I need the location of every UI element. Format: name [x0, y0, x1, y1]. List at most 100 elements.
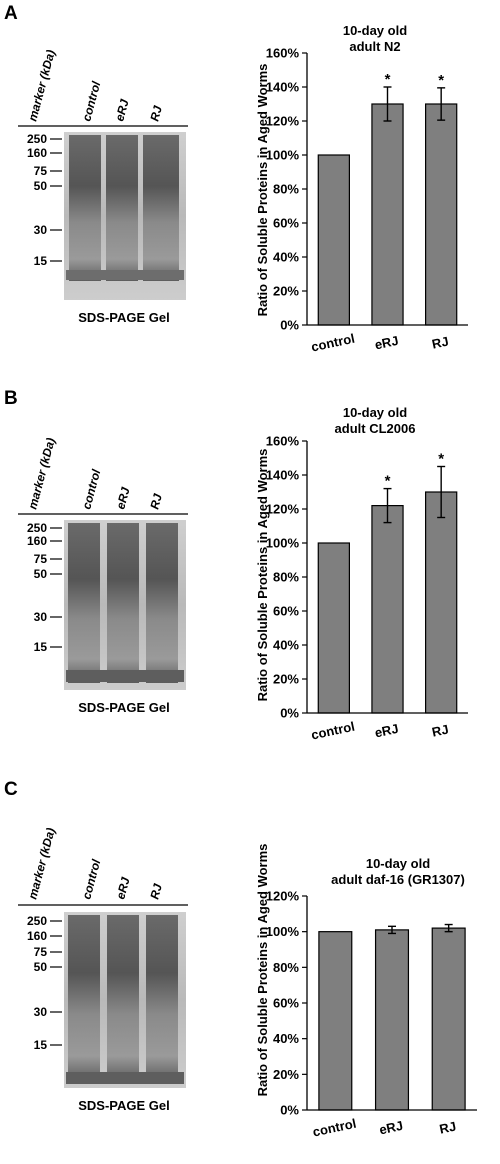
gel-caption: SDS-PAGE Gel	[78, 310, 170, 325]
chart-title-line-2: adult CL2006	[335, 421, 416, 436]
bar-eRJ	[374, 929, 410, 1111]
significance-marker: *	[438, 451, 444, 468]
gel-dye-front	[66, 270, 184, 280]
x-tick-label: RJ	[431, 334, 450, 352]
lane-header-rj: RJ	[147, 104, 165, 123]
significance-marker: *	[438, 72, 444, 89]
marker-50: 50	[34, 179, 48, 193]
x-tick-label: eRJ	[373, 333, 399, 353]
gel-caption: SDS-PAGE Gel	[78, 1098, 170, 1113]
marker-160: 160	[27, 929, 47, 943]
gel-caption: SDS-PAGE Gel	[78, 700, 170, 715]
y-tick-label: 120%	[266, 502, 300, 517]
bar-eRJ	[371, 505, 404, 714]
marker-15: 15	[34, 640, 48, 654]
y-tick-label: 160%	[266, 46, 300, 61]
panel-c: C marker (kDa) control eRJ RJ 250 160 75…	[4, 779, 477, 1140]
bar-RJ	[431, 927, 466, 1111]
chart-title-line-2: adult N2	[349, 39, 400, 54]
marker-75: 75	[34, 552, 48, 566]
marker-75: 75	[34, 164, 48, 178]
lane-header-marker: marker (kDa)	[25, 48, 58, 122]
gel-lane-erj	[106, 135, 138, 281]
panel-label: B	[4, 388, 18, 409]
y-tick-label: 40%	[273, 250, 299, 265]
y-tick-label: 0%	[280, 1103, 299, 1118]
panel-b: B marker (kDa) control eRJ RJ 250 160 75…	[4, 388, 468, 743]
panel-a: A marker (kDa) control eRJ RJ 250 160 75…	[4, 3, 468, 355]
marker-15: 15	[34, 254, 48, 268]
gel-b: marker (kDa) control eRJ RJ 250 160 75 5…	[18, 436, 188, 715]
marker-160: 160	[27, 146, 47, 160]
marker-30: 30	[34, 1005, 48, 1019]
panel-label: A	[4, 3, 18, 24]
y-tick-label: 60%	[273, 216, 299, 231]
chart-c: 10-day old adult daf-16 (GR1307) Ratio o…	[255, 844, 477, 1140]
marker-30: 30	[34, 223, 48, 237]
y-tick-label: 120%	[266, 114, 300, 129]
chart-title-line-1: 10-day old	[343, 23, 407, 38]
y-tick-label: 40%	[273, 638, 299, 653]
chart-title-line-1: 10-day old	[343, 405, 407, 420]
y-tick-label: 40%	[273, 1031, 299, 1046]
gel-lane-control	[69, 135, 101, 281]
gel-lane-rj	[146, 523, 178, 683]
y-tick-label: 160%	[266, 434, 300, 449]
lane-header-erj: eRJ	[113, 876, 132, 901]
marker-160: 160	[27, 534, 47, 548]
lane-header-marker: marker (kDa)	[25, 436, 58, 510]
marker-15: 15	[34, 1038, 48, 1052]
y-tick-label: 60%	[273, 604, 299, 619]
gel-lane-rj	[143, 135, 179, 281]
chart-title-line-2: adult daf-16 (GR1307)	[331, 872, 465, 887]
gel-lanes	[66, 135, 184, 281]
chart-b: 10-day old adult CL2006 Ratio of Soluble…	[255, 405, 468, 743]
significance-marker: *	[385, 71, 391, 88]
y-tick-label: 60%	[273, 996, 299, 1011]
x-tick-label: RJ	[431, 722, 450, 740]
marker-250: 250	[27, 521, 47, 535]
marker-75: 75	[34, 945, 48, 959]
x-tick-label: eRJ	[378, 1118, 404, 1138]
lane-header-control: control	[79, 79, 103, 123]
lane-header-control: control	[79, 467, 103, 511]
y-axis-label: Ratio of Soluble Proteins in Aged Worms	[255, 64, 270, 317]
gel-lanes	[66, 523, 184, 683]
chart-title-line-1: 10-day old	[366, 856, 430, 871]
chart-a: 10-day old adult N2 Ratio of Soluble Pro…	[255, 23, 468, 355]
x-tick-label: eRJ	[373, 721, 399, 741]
y-tick-label: 80%	[273, 960, 299, 975]
gel-dye-front	[66, 1072, 184, 1084]
y-tick-label: 120%	[266, 889, 300, 904]
y-tick-label: 140%	[266, 80, 300, 95]
gel-lane-erj	[107, 523, 139, 683]
lane-header-erj: eRJ	[112, 98, 131, 123]
gel-dye-front	[66, 670, 184, 682]
plot-area: 0% 20% 40% 60% 80% 100% 120% control eRJ RJ	[266, 889, 477, 1140]
marker-30: 30	[34, 610, 48, 624]
bar-RJ	[425, 103, 458, 326]
y-axis-label: Ratio of Soluble Proteins in Aged Worms	[255, 449, 270, 702]
bar-RJ	[425, 491, 458, 714]
gel-lane-control	[68, 523, 100, 683]
marker-50: 50	[34, 960, 48, 974]
lane-header-rj: RJ	[147, 882, 165, 901]
y-tick-label: 20%	[273, 1067, 299, 1082]
plot-area: 0% 20% 40% 60% 80% 100% 120% 140% 160% control * eR…	[266, 46, 468, 355]
bar-control	[317, 542, 350, 714]
x-tick-label: control	[311, 1116, 357, 1140]
panel-label: C	[4, 779, 18, 800]
y-tick-label: 80%	[273, 570, 299, 585]
lane-header-control: control	[79, 857, 103, 901]
gel-lane-rj	[146, 915, 178, 1081]
y-tick-label: 100%	[266, 148, 300, 163]
y-tick-label: 100%	[266, 924, 300, 939]
plot-area: 0% 20% 40% 60% 80% 100% 120% 140% 160% control * eR…	[266, 434, 468, 743]
marker-250: 250	[27, 914, 47, 928]
lane-header-marker: marker (kDa)	[25, 826, 58, 900]
marker-50: 50	[34, 567, 48, 581]
y-tick-label: 20%	[273, 672, 299, 687]
significance-marker: *	[385, 473, 391, 490]
y-tick-label: 20%	[273, 284, 299, 299]
